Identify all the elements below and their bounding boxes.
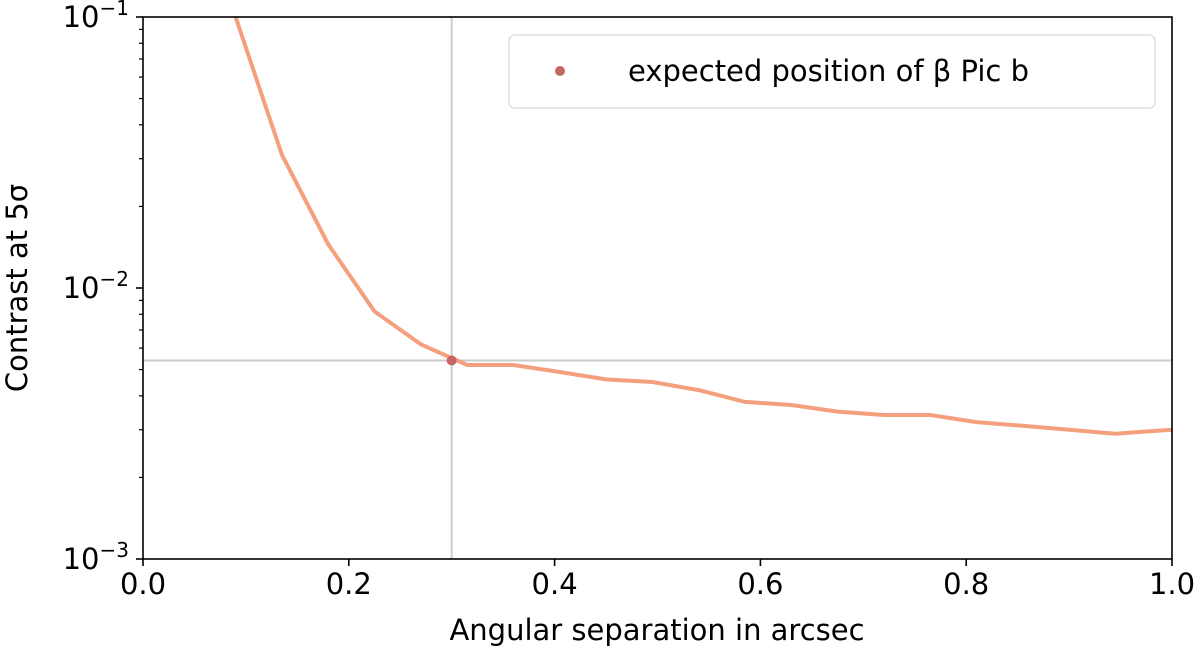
legend-label: expected position of β Pic b — [628, 54, 1029, 88]
legend-marker-dot — [555, 66, 565, 76]
y-tick-label: 10−2 — [63, 267, 129, 305]
marker-layer — [446, 355, 457, 366]
x-tick-label: 0.6 — [737, 567, 783, 601]
y-tick-label-exponent: −2 — [100, 267, 129, 291]
y-tick-label-exponent: −3 — [100, 538, 129, 562]
legend: expected position of β Pic b — [508, 34, 1156, 109]
series-layer — [233, 17, 1172, 436]
contrast-series-line — [233, 17, 1172, 436]
expected-position-marker — [446, 355, 457, 366]
y-tick-label: 10−1 — [63, 0, 129, 34]
tick-labels: 0.0 0.2 0.4 0.6 0.8 1.010−310−210−1 — [63, 0, 1195, 601]
y-tick-label-base: 10 — [63, 0, 100, 34]
x-tick-label: 0.8 — [943, 567, 989, 601]
y-tick-label-base: 10 — [63, 542, 100, 576]
y-tick-label: 10−3 — [63, 538, 129, 576]
x-tick-label: 0.4 — [532, 567, 578, 601]
legend-box — [508, 34, 1156, 109]
tick-marks — [136, 16, 1173, 566]
y-tick-label-base: 10 — [63, 271, 100, 305]
x-axis-label: Angular separation in arcsec — [449, 613, 864, 647]
reference-lines — [143, 17, 1172, 559]
x-tick-label: 0.0 — [120, 567, 166, 601]
y-axis-label: Contrast at 5σ — [0, 184, 34, 392]
y-tick-label-exponent: −1 — [100, 0, 129, 20]
x-tick-label: 1.0 — [1149, 567, 1195, 601]
x-tick-label: 0.2 — [326, 567, 372, 601]
